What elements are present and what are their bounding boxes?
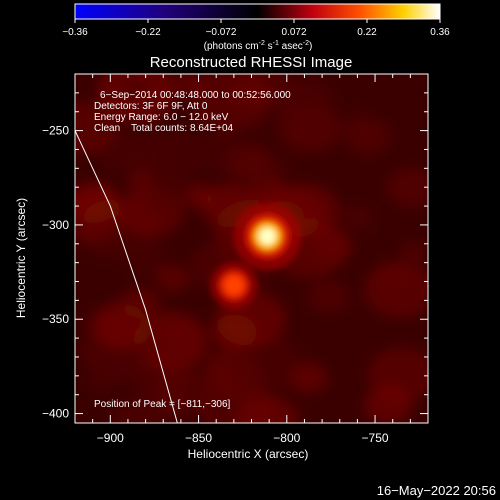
- background-blob: [133, 130, 203, 183]
- background-blob: [92, 303, 153, 350]
- background-blob: [86, 369, 118, 394]
- x-tick-label: −850: [185, 431, 212, 445]
- info-line-energy: Energy Range: 6.0 − 12.0 keV: [94, 112, 229, 123]
- background-blob: [75, 102, 117, 154]
- background-blob: [109, 398, 161, 423]
- background-blob: [193, 133, 243, 171]
- background-blob: [155, 265, 190, 292]
- background-blob: [241, 153, 288, 189]
- y-tick-label: −250: [42, 124, 69, 138]
- y-tick-label: −350: [42, 312, 69, 326]
- x-tick-label: −750: [362, 431, 389, 445]
- info-line-detectors: Detectors: 3F 6F 9F, Att 0: [94, 101, 208, 112]
- image-sources: [210, 202, 302, 309]
- colorbar-tick-label: 0.36: [430, 27, 450, 38]
- background-blob: [275, 102, 340, 153]
- y-tick-label: −300: [42, 218, 69, 232]
- y-axis-label: Heliocentric Y (arcsec): [14, 198, 28, 318]
- background-blob: [386, 167, 428, 208]
- colorbar-tick-label: −0.22: [135, 27, 161, 38]
- info-line-time: 6−Sep−2014 00:48:48.000 to 00:52:56.000: [100, 90, 291, 101]
- colorbar-tick-label: −0.072: [206, 27, 237, 38]
- background-blob: [150, 180, 195, 215]
- source-core: [258, 227, 276, 245]
- background-blob: [119, 75, 150, 99]
- y-axis: −250 −300 −350 −400: [42, 73, 428, 421]
- background-blob: [391, 269, 428, 304]
- timestamp: 16−May−2022 20:56: [377, 483, 496, 498]
- peak-position-label: Position of Peak = [−811,−306]: [94, 399, 231, 410]
- colorbar-tick-label: 0.072: [281, 27, 306, 38]
- background-blob: [345, 118, 391, 154]
- y-tick-label: −400: [42, 407, 69, 421]
- background-blob: [189, 74, 272, 132]
- x-tick-label: −900: [97, 431, 124, 445]
- source-inner: [224, 275, 244, 296]
- colorbar-gradient: [74, 3, 441, 20]
- background-blob: [399, 242, 428, 265]
- background-blob: [307, 281, 349, 313]
- colorbar-unit: (photons cm-2 s-1 asec-2): [204, 40, 313, 52]
- background-blob: [236, 395, 299, 423]
- info-block: 6−Sep−2014 00:48:48.000 to 00:52:56.000 …: [94, 90, 291, 134]
- image-area: [75, 74, 428, 423]
- info-line-clean: Clean Total counts: 8.64E+04: [94, 123, 234, 134]
- colorbar-ticks: −0.36 −0.22 −0.072 0.072 0.22 0.36: [62, 19, 450, 38]
- background-blob: [227, 335, 302, 393]
- x-axis-label: Heliocentric X (arcsec): [188, 447, 309, 461]
- colorbar-tick-label: 0.22: [357, 27, 377, 38]
- chart-title: Reconstructed RHESSI Image: [150, 54, 353, 71]
- background-blob: [364, 386, 412, 423]
- colorbar-tick-label: −0.36: [62, 27, 88, 38]
- background-blob: [126, 169, 155, 191]
- solar-limb-line: [75, 130, 178, 423]
- background-blob: [342, 205, 374, 230]
- x-tick-label: −800: [273, 431, 300, 445]
- background-blob: [313, 230, 354, 261]
- background-blob: [75, 182, 120, 224]
- colorbar: −0.36 −0.22 −0.072 0.072 0.22 0.36 (photons c…: [62, 3, 450, 52]
- background-blob: [123, 241, 168, 276]
- background-blob: [152, 367, 213, 414]
- x-axis: −900 −850 −800 −750: [74, 74, 429, 445]
- background-blob: [176, 74, 207, 95]
